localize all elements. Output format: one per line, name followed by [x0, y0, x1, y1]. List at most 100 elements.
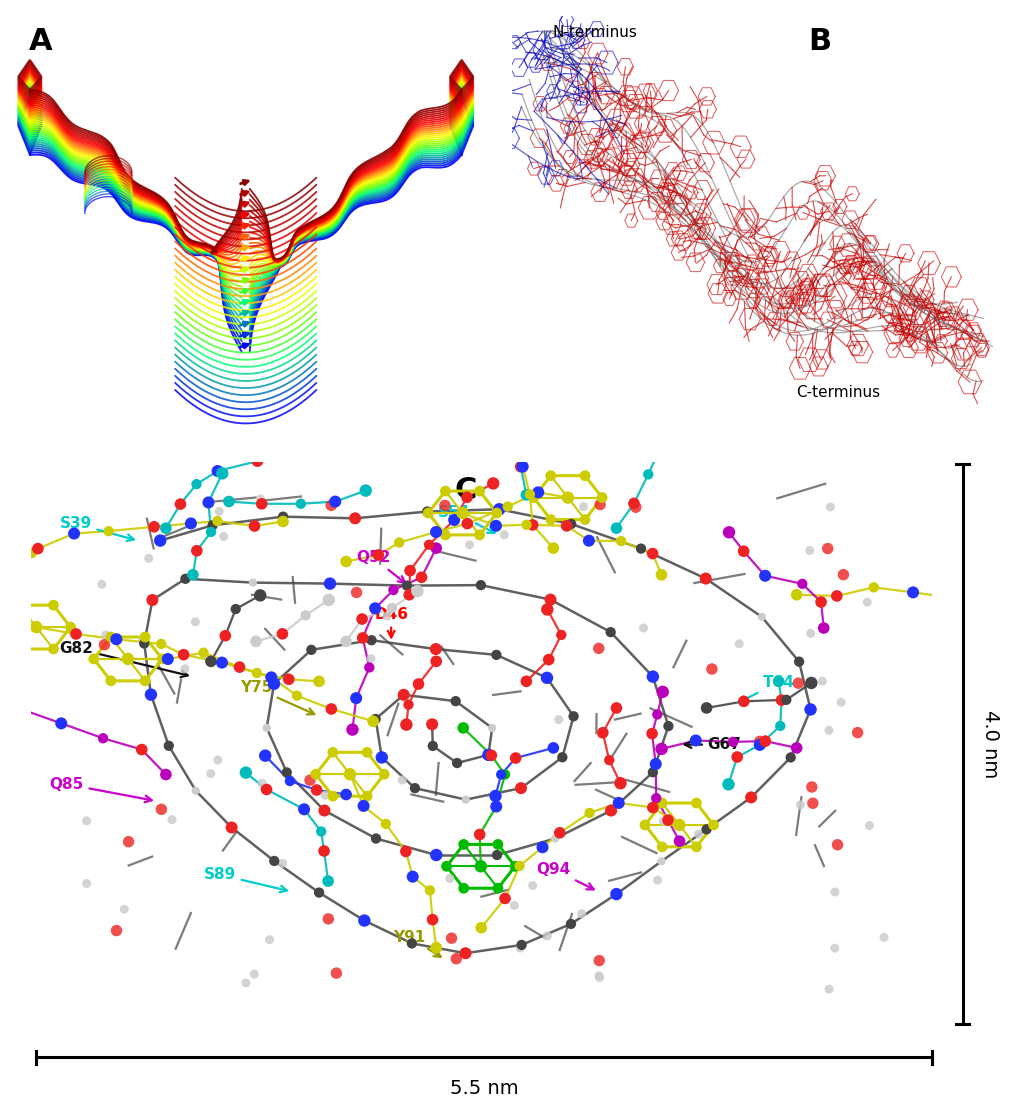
Point	[782, 748, 799, 766]
Point	[649, 706, 666, 723]
Point	[497, 890, 513, 908]
Point	[397, 843, 414, 861]
Point	[344, 721, 360, 739]
Point	[11, 597, 28, 614]
Point	[203, 765, 219, 782]
Point	[172, 496, 188, 513]
Point	[540, 928, 556, 945]
Point	[543, 591, 559, 609]
Point	[603, 351, 620, 368]
Point	[158, 766, 174, 784]
Point	[182, 514, 199, 532]
Point	[581, 532, 597, 550]
Point	[772, 718, 788, 735]
Point	[437, 526, 454, 544]
Point	[140, 550, 157, 567]
Point	[303, 641, 319, 658]
Point	[826, 940, 843, 957]
Point	[53, 714, 70, 732]
Point	[803, 624, 819, 642]
Point	[109, 922, 125, 940]
Point	[231, 658, 248, 676]
Point	[626, 495, 642, 512]
Point	[354, 610, 371, 628]
Point	[355, 797, 372, 814]
Point	[97, 626, 114, 644]
Point	[541, 651, 557, 668]
Point	[160, 651, 176, 668]
Point	[508, 750, 524, 767]
Point	[698, 821, 715, 839]
Point	[323, 497, 339, 514]
Point	[401, 586, 418, 603]
Point	[802, 542, 818, 559]
Point	[602, 623, 618, 641]
Point	[587, 373, 603, 390]
Point	[829, 836, 846, 854]
Point	[577, 467, 593, 485]
Point	[391, 534, 408, 552]
Point	[175, 646, 191, 664]
Point	[594, 489, 610, 507]
Point	[100, 522, 117, 540]
Point	[603, 802, 620, 820]
Point	[638, 351, 654, 368]
Point	[302, 771, 318, 789]
Point	[358, 744, 375, 762]
Point	[645, 764, 662, 781]
Point	[551, 711, 567, 729]
Point	[535, 839, 551, 856]
Point	[473, 919, 489, 936]
Point	[443, 930, 460, 947]
Text: 4.0 nm: 4.0 nm	[981, 710, 1000, 778]
Point	[120, 651, 136, 668]
Point	[158, 520, 174, 537]
Point	[211, 502, 227, 520]
Point	[725, 733, 741, 751]
Point	[338, 786, 354, 803]
Point	[45, 597, 61, 614]
Point	[575, 498, 592, 515]
Point	[188, 542, 205, 559]
Point	[583, 377, 599, 395]
Point	[142, 686, 159, 703]
Text: S89: S89	[204, 867, 287, 892]
Point	[458, 944, 474, 962]
Point	[292, 447, 308, 465]
Point	[778, 691, 795, 709]
Point	[819, 540, 836, 557]
Point	[136, 635, 153, 653]
Point	[428, 540, 444, 557]
Point	[978, 591, 994, 609]
Point	[28, 619, 44, 636]
Point	[794, 575, 810, 592]
Point	[635, 619, 651, 636]
Point	[248, 633, 264, 651]
Point	[547, 830, 563, 847]
Point	[770, 673, 786, 690]
Point	[757, 567, 773, 585]
Point	[24, 544, 40, 562]
Point	[815, 619, 831, 636]
Point	[731, 635, 748, 653]
Point	[274, 855, 291, 873]
Point	[610, 795, 627, 812]
Point	[791, 653, 807, 670]
Point	[266, 675, 283, 692]
Text: Y91: Y91	[393, 930, 440, 957]
Point	[805, 795, 821, 812]
Point	[338, 633, 354, 651]
Point	[449, 950, 465, 967]
Point	[196, 644, 212, 662]
Point	[654, 795, 671, 812]
Point	[152, 532, 168, 550]
Point	[325, 744, 341, 762]
Point	[471, 526, 487, 544]
Point	[410, 582, 426, 600]
Point	[671, 817, 687, 834]
Point	[488, 798, 505, 815]
Point	[261, 931, 278, 948]
Point	[210, 752, 226, 769]
Point	[214, 654, 230, 671]
Point	[313, 823, 330, 841]
